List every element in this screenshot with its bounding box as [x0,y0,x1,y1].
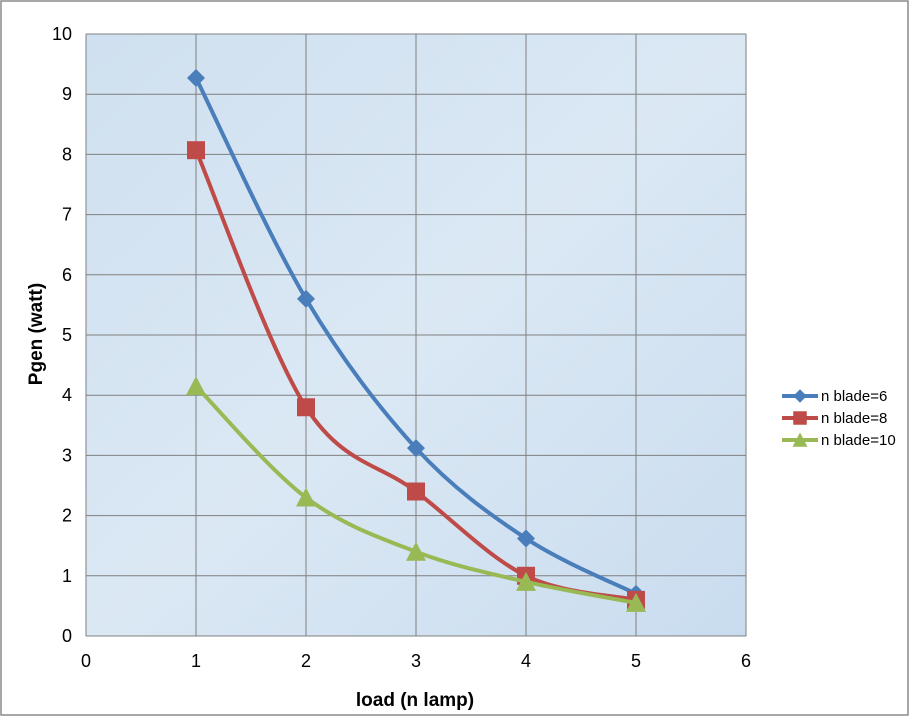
y-tick-label: 10 [52,24,72,44]
series-3 [186,376,646,612]
legend-label: n blade=10 [821,432,896,449]
y-tick-label: 2 [62,506,72,526]
y-tick-label: 0 [62,626,72,646]
y-tick-label: 6 [62,265,72,285]
data-point-marker [626,592,646,612]
legend-label: n blade=6 [821,388,887,405]
y-tick-label: 7 [62,205,72,225]
y-tick-label: 9 [62,84,72,104]
series-layer [186,68,646,612]
series-1 [187,68,645,603]
legend-item: n blade=6 [782,388,887,405]
x-tick-label: 2 [301,651,311,671]
legend-label: n blade=8 [821,410,887,427]
x-tick-label: 5 [631,651,641,671]
y-tick-label: 1 [62,566,72,586]
y-tick-label: 8 [62,144,72,164]
x-tick-label: 0 [81,651,91,671]
data-point-marker [186,376,206,396]
data-point-marker [516,571,536,591]
data-point-marker [407,439,425,458]
data-point-marker [187,68,205,87]
legend-marker [792,432,808,447]
x-tick-label: 4 [521,651,531,671]
legend-marker [793,411,807,425]
series-line [194,148,638,602]
x-tick-label: 3 [411,651,421,671]
data-point-marker [517,529,535,548]
data-point-marker [187,141,205,160]
data-point-marker [296,487,316,507]
y-axis-ticks: 0 1 2 3 4 5 6 7 8 9 10 [52,24,72,646]
y-tick-label: 4 [62,385,72,405]
data-point-marker [407,482,425,501]
grid [85,33,747,637]
legend-item: n blade=8 [782,410,887,427]
y-tick-label: 3 [62,445,72,465]
y-axis-title: Pgen (watt) [26,283,47,385]
series-line [194,75,638,596]
x-axis-title: load (n lamp) [356,690,474,711]
y-tick-label: 5 [62,325,72,345]
x-axis-ticks: 0 1 2 3 4 5 6 [81,651,751,671]
legend-item: n blade=10 [782,432,896,449]
data-point-marker [297,398,315,417]
x-tick-label: 6 [741,651,751,671]
x-tick-label: 1 [191,651,201,671]
series-2 [187,141,645,609]
legend-marker [793,389,807,403]
data-point-marker [297,289,315,308]
legend: n blade=6 n blade=8 n blade=10 [782,388,896,449]
series-line [194,384,638,605]
data-point-marker [406,541,426,561]
